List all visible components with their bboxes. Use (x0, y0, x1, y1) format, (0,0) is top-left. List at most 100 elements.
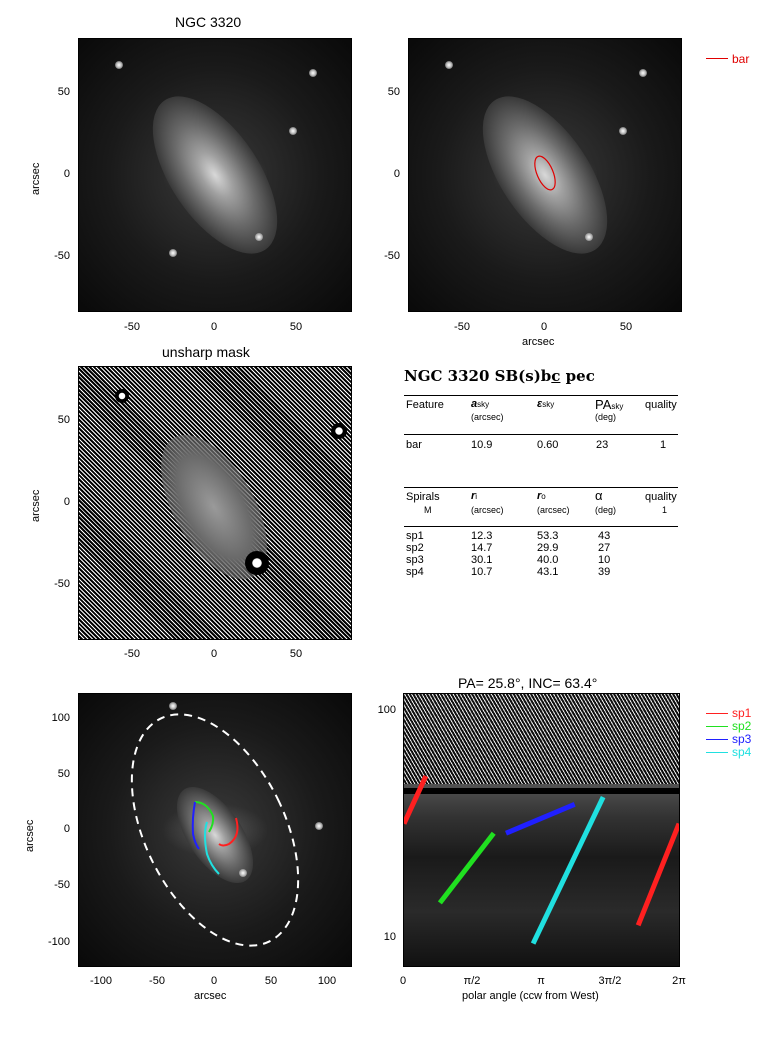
sp4-legend-line (706, 752, 728, 753)
noise-region (404, 694, 679, 784)
star (619, 127, 627, 135)
sp3-legend-label: sp3 (732, 732, 752, 746)
sp1-line (635, 822, 679, 927)
table-rule (404, 434, 678, 435)
spiral-row-ro: 53.3 (537, 530, 559, 542)
spiral-row-name: sp2 (406, 542, 424, 554)
col-ro-unit: (arcsec) (537, 505, 570, 515)
ytick: 10 (383, 931, 396, 943)
xtick: 0 (210, 648, 218, 660)
bar-legend-label: bar (732, 52, 750, 66)
star (255, 233, 263, 241)
col-ro: ro (537, 490, 546, 502)
spiral-row-ro: 43.1 (537, 566, 559, 578)
xtick: π/2 (463, 975, 481, 987)
table-heading: NGC 3320 SB(s)bc pec (404, 367, 595, 385)
spiral-row-alpha: 10 (598, 554, 611, 566)
ytick: 50 (57, 414, 70, 426)
sp4-line (530, 796, 606, 945)
sp3-legend-line (706, 739, 728, 740)
spiral-row-alpha: 27 (598, 542, 611, 554)
bar-row-feature: bar (406, 439, 422, 451)
col-quality-value: 1 (662, 505, 668, 515)
spiral-row-ri: 12.3 (471, 530, 493, 542)
star-masked (115, 389, 129, 403)
spiral-row-ri: 14.7 (471, 542, 493, 554)
bar-legend-line (706, 58, 728, 59)
star (169, 702, 177, 710)
sp1-legend-line (706, 713, 728, 714)
xtick: 0 (399, 975, 407, 987)
sp1-arm (218, 817, 239, 847)
ytick: -50 (384, 250, 400, 262)
bar-row-eps: 0.60 (537, 439, 559, 451)
ytick: -50 (54, 879, 70, 891)
star (309, 69, 317, 77)
spiral-row-ri: 10.7 (471, 566, 493, 578)
col-a-unit: (arcsec) (471, 412, 504, 422)
xtick: 0 (210, 975, 218, 987)
col-quality: quality (645, 491, 677, 503)
sp3-line (505, 802, 576, 836)
xtick: -50 (124, 321, 140, 333)
spiral-row-name: sp4 (406, 566, 424, 578)
xtick: 0 (540, 321, 548, 333)
x-axis-label: polar angle (ccw from West) (462, 990, 599, 1002)
heading-main: NGC 3320 SB(s)b (404, 367, 552, 385)
xtick: π (537, 975, 545, 987)
bar-row-quality: 1 (660, 439, 667, 451)
y-axis-label: arcsec (30, 162, 42, 195)
col-pa-sky: PAsky (595, 397, 624, 412)
xtick: 50 (289, 648, 303, 660)
xtick: 50 (264, 975, 278, 987)
star-masked (331, 423, 347, 439)
polar-plot-title: PA= 25.8°, INC= 63.4° (458, 675, 598, 691)
ytick: 0 (63, 168, 70, 180)
polar-plot-area (403, 693, 680, 967)
xtick: -100 (89, 975, 113, 987)
panel-title-ngc3320: NGC 3320 (175, 14, 242, 30)
col-m: M (424, 505, 432, 515)
col-pa-unit: (deg) (595, 412, 617, 422)
ytick: 50 (57, 768, 70, 780)
galaxy-body (128, 75, 302, 275)
x-axis-label: arcsec (522, 336, 555, 348)
star (639, 69, 647, 77)
ytick: 50 (387, 86, 400, 98)
ytick: 100 (51, 712, 70, 724)
bar-row-a: 10.9 (471, 439, 493, 451)
y-axis-label: arcsec (30, 489, 42, 522)
col-feature: Feature (406, 399, 444, 411)
xtick: 50 (289, 321, 303, 333)
sp4-legend-label: sp4 (732, 745, 752, 759)
sp2-arm (194, 801, 215, 833)
dark-band (404, 788, 679, 794)
ytick: 0 (393, 168, 400, 180)
y-axis-label: arcsec (24, 819, 36, 852)
star-masked (245, 551, 269, 575)
xtick: -50 (149, 975, 165, 987)
table-rule (404, 526, 678, 527)
spiral-overlay (130, 713, 300, 947)
sp2-legend-label: sp2 (732, 719, 752, 733)
sp4-arm (204, 821, 220, 875)
ytick: -100 (47, 936, 70, 948)
star (239, 869, 247, 877)
xtick: -50 (124, 648, 140, 660)
ytick: 50 (57, 86, 70, 98)
xtick: -50 (454, 321, 470, 333)
star (115, 61, 123, 69)
galaxy-image-original (78, 38, 352, 312)
col-quality: quality (645, 399, 677, 411)
ytick: 0 (63, 496, 70, 508)
heading-tail: pec (560, 367, 595, 385)
col-spirals: Spirals (406, 491, 440, 503)
star (315, 822, 323, 830)
heading-underlined: c (551, 367, 561, 385)
x-axis-label: arcsec (194, 990, 227, 1002)
spiral-row-ro: 29.9 (537, 542, 559, 554)
sp1-line (404, 775, 429, 825)
xtick: 50 (619, 321, 633, 333)
bar-ellipse-overlay (534, 155, 556, 191)
ytick: 0 (63, 823, 70, 835)
